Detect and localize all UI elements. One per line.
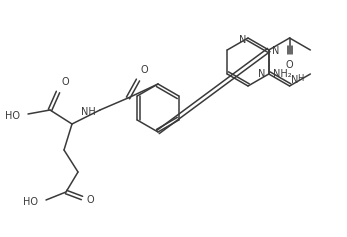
Text: HO: HO [23,197,38,207]
Text: N: N [272,46,279,56]
Text: N: N [259,69,266,79]
Text: O: O [61,77,69,87]
Text: O: O [141,65,149,75]
Text: O: O [286,60,293,70]
Text: N: N [290,75,298,85]
Text: O: O [87,195,95,205]
Text: HO: HO [5,111,20,121]
Text: N: N [239,35,246,45]
Text: NH: NH [81,107,96,117]
Text: NH₂: NH₂ [273,69,291,79]
Text: H: H [298,74,304,83]
